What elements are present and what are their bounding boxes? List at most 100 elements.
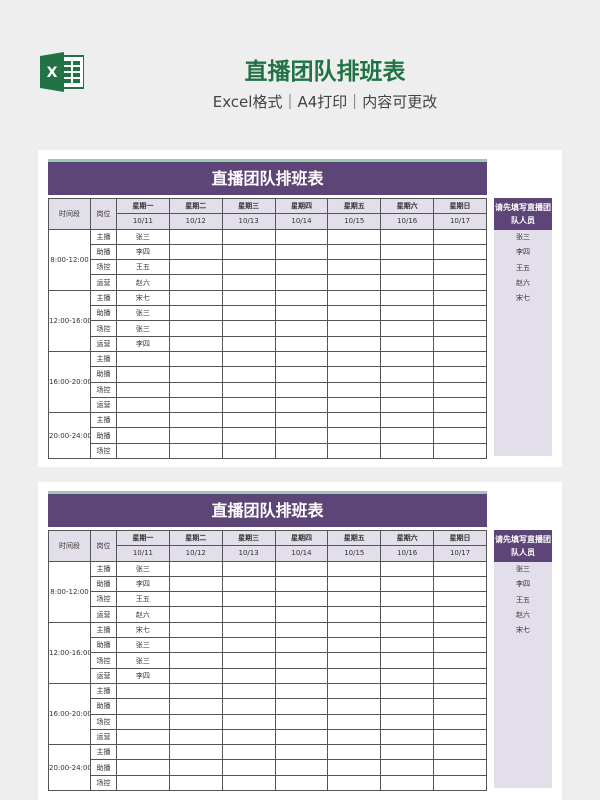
schedule-cell[interactable] — [274, 305, 329, 322]
schedule-cell[interactable] — [433, 366, 487, 383]
schedule-cell[interactable] — [221, 560, 276, 577]
schedule-cell[interactable] — [274, 728, 329, 746]
schedule-cell[interactable] — [168, 381, 223, 398]
member-item[interactable]: 王五 — [516, 595, 530, 604]
schedule-cell[interactable] — [380, 637, 435, 654]
schedule-cell[interactable] — [221, 320, 276, 337]
schedule-cell[interactable] — [221, 412, 276, 429]
member-item[interactable]: 张三 — [516, 565, 530, 573]
schedule-cell[interactable] — [327, 289, 382, 307]
schedule-cell[interactable] — [221, 228, 276, 245]
schedule-cell[interactable] — [327, 412, 382, 429]
schedule-cell[interactable] — [433, 396, 487, 414]
schedule-cell[interactable] — [168, 366, 223, 383]
schedule-cell[interactable]: 宋七 — [116, 289, 170, 307]
schedule-cell[interactable] — [221, 259, 276, 276]
schedule-cell[interactable] — [433, 289, 487, 307]
member-item[interactable]: 张三 — [516, 233, 530, 241]
schedule-cell[interactable] — [116, 412, 170, 429]
schedule-cell[interactable] — [433, 274, 487, 291]
schedule-cell[interactable] — [168, 698, 223, 715]
member-item[interactable]: 赵六 — [516, 610, 530, 619]
schedule-cell[interactable] — [327, 381, 382, 398]
schedule-cell[interactable] — [221, 774, 276, 792]
schedule-cell[interactable] — [380, 728, 435, 746]
schedule-cell[interactable] — [116, 744, 170, 761]
schedule-cell[interactable] — [433, 259, 487, 276]
schedule-cell[interactable] — [274, 350, 329, 368]
schedule-cell[interactable]: 宋七 — [116, 621, 170, 639]
schedule-cell[interactable] — [433, 320, 487, 337]
member-item[interactable]: 赵六 — [516, 278, 530, 287]
schedule-cell[interactable] — [116, 381, 170, 398]
schedule-cell[interactable] — [327, 728, 382, 746]
schedule-cell[interactable] — [433, 412, 487, 429]
schedule-cell[interactable] — [433, 228, 487, 245]
schedule-cell[interactable] — [380, 305, 435, 322]
schedule-cell[interactable] — [380, 652, 435, 669]
schedule-cell[interactable] — [380, 274, 435, 291]
schedule-cell[interactable] — [274, 442, 329, 460]
schedule-cell[interactable] — [168, 682, 223, 700]
schedule-cell[interactable] — [221, 713, 276, 730]
schedule-cell[interactable] — [433, 243, 487, 261]
schedule-cell[interactable] — [274, 606, 329, 623]
schedule-cell[interactable] — [433, 305, 487, 322]
schedule-cell[interactable] — [327, 274, 382, 291]
schedule-cell[interactable] — [168, 259, 223, 276]
schedule-cell[interactable] — [327, 243, 382, 261]
schedule-cell[interactable] — [433, 652, 487, 669]
schedule-cell[interactable] — [221, 350, 276, 368]
schedule-cell[interactable] — [433, 744, 487, 761]
schedule-cell[interactable] — [433, 713, 487, 730]
schedule-cell[interactable] — [274, 682, 329, 700]
schedule-cell[interactable] — [380, 289, 435, 307]
schedule-cell[interactable] — [327, 396, 382, 414]
schedule-cell[interactable] — [116, 366, 170, 383]
schedule-cell[interactable] — [168, 228, 223, 245]
schedule-cell[interactable] — [327, 774, 382, 792]
schedule-cell[interactable] — [327, 698, 382, 715]
schedule-cell[interactable] — [168, 606, 223, 623]
schedule-cell[interactable] — [380, 713, 435, 730]
schedule-cell[interactable] — [116, 427, 170, 444]
schedule-cell[interactable] — [116, 713, 170, 730]
schedule-cell[interactable] — [274, 320, 329, 337]
schedule-cell[interactable] — [116, 698, 170, 715]
schedule-cell[interactable] — [274, 259, 329, 276]
schedule-cell[interactable] — [168, 591, 223, 608]
member-item[interactable]: 李四 — [516, 580, 530, 589]
schedule-cell[interactable] — [116, 350, 170, 368]
schedule-cell[interactable] — [168, 350, 223, 368]
schedule-cell[interactable] — [168, 412, 223, 429]
schedule-cell[interactable] — [221, 621, 276, 639]
schedule-cell[interactable] — [327, 427, 382, 444]
schedule-cell[interactable] — [433, 637, 487, 654]
schedule-cell[interactable] — [380, 228, 435, 245]
schedule-cell[interactable] — [274, 289, 329, 307]
schedule-cell[interactable] — [221, 274, 276, 291]
schedule-cell[interactable] — [327, 621, 382, 639]
schedule-cell[interactable]: 李四 — [116, 575, 170, 593]
schedule-cell[interactable] — [168, 335, 223, 352]
schedule-cell[interactable] — [116, 396, 170, 414]
schedule-cell[interactable] — [221, 243, 276, 261]
schedule-cell[interactable] — [433, 728, 487, 746]
schedule-cell[interactable] — [433, 621, 487, 639]
schedule-cell[interactable] — [274, 759, 329, 776]
schedule-cell[interactable] — [274, 228, 329, 245]
schedule-cell[interactable] — [380, 606, 435, 623]
schedule-cell[interactable]: 李四 — [116, 335, 170, 352]
schedule-cell[interactable] — [433, 575, 487, 593]
schedule-cell[interactable] — [168, 289, 223, 307]
schedule-cell[interactable] — [221, 335, 276, 352]
schedule-cell[interactable] — [274, 744, 329, 761]
schedule-cell[interactable] — [327, 682, 382, 700]
schedule-cell[interactable] — [327, 335, 382, 352]
schedule-cell[interactable] — [380, 381, 435, 398]
schedule-cell[interactable] — [168, 427, 223, 444]
schedule-cell[interactable] — [221, 575, 276, 593]
schedule-cell[interactable] — [433, 774, 487, 792]
schedule-cell[interactable]: 张三 — [116, 305, 170, 322]
schedule-cell[interactable] — [380, 591, 435, 608]
